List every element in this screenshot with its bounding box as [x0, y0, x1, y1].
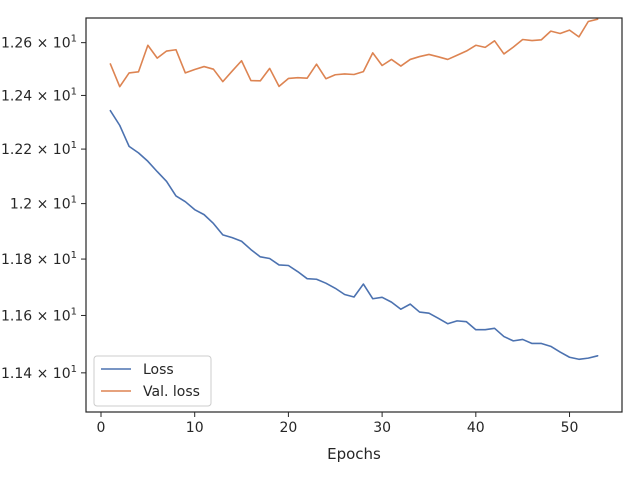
plot-background: [86, 18, 622, 412]
x-tick-label: 0: [97, 420, 106, 436]
series-layer: [109, 18, 599, 361]
y-axis: 1.14 × 101 1.16 × 101 1.18 × 101 1.2 × 101 1…: [1, 34, 86, 382]
y-tick-label: 1.14 × 101: [1, 364, 77, 382]
x-tick-label: 40: [467, 420, 485, 436]
y-tick-label: 1.24 × 101: [1, 86, 77, 104]
legend-label-loss: Loss: [143, 362, 174, 378]
legend-label-val-loss: Val. loss: [143, 384, 200, 400]
x-tick-label: 50: [561, 420, 579, 436]
y-tick-label: 1.18 × 101: [1, 250, 77, 268]
x-axis: 0 10 20 30 40 50: [97, 412, 579, 436]
y-tick-label: 1.26 × 101: [1, 34, 77, 52]
y-tick-label: 1.16 × 101: [1, 306, 77, 324]
series-line-loss: [109, 109, 599, 361]
y-tick-label: 1.2 × 101: [10, 195, 77, 213]
legend: Loss Val. loss: [93, 355, 212, 407]
x-axis-label: Epochs: [327, 445, 381, 463]
x-tick-label: 30: [373, 420, 391, 436]
x-tick-label: 10: [186, 420, 204, 436]
plot-frame: [85, 17, 623, 413]
x-tick-label: 20: [279, 420, 297, 436]
y-tick-label: 1.22 × 101: [1, 140, 77, 158]
series-line-val-loss: [109, 18, 599, 88]
